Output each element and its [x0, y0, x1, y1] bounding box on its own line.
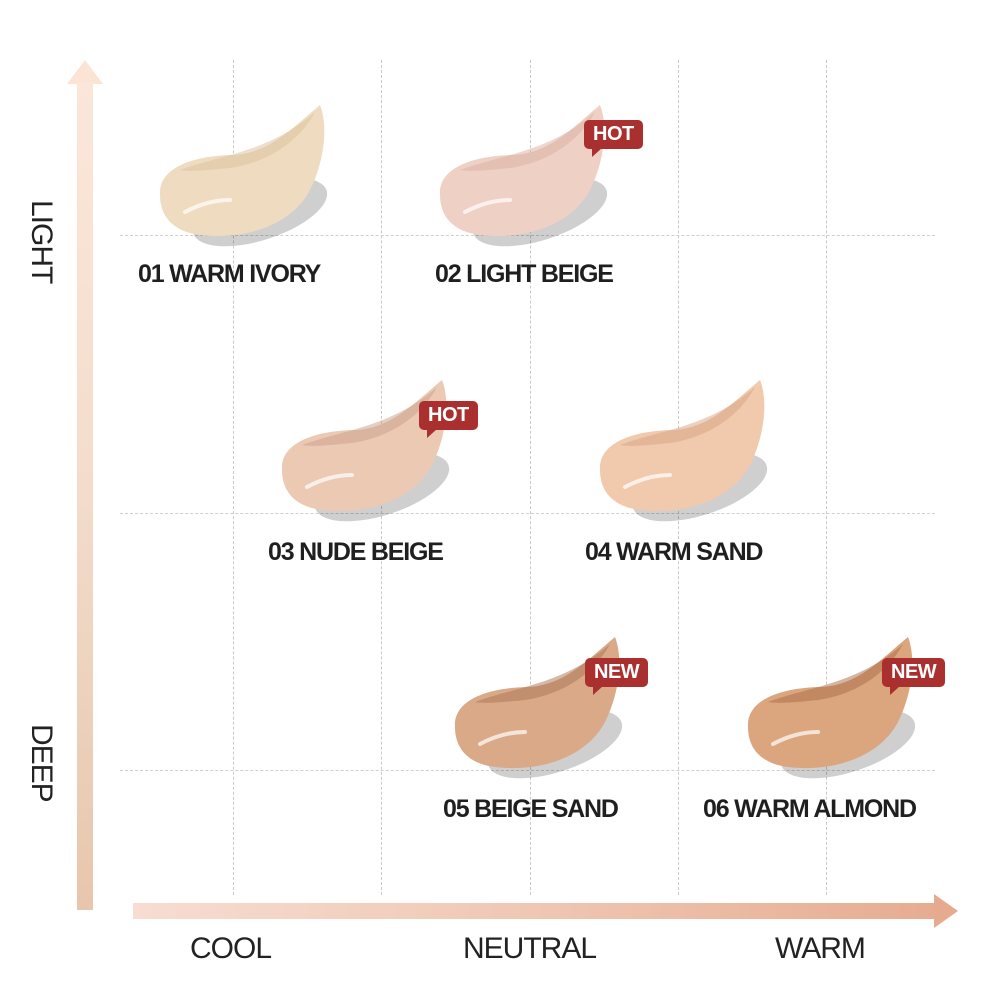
- cream-swatch-icon: [281, 380, 450, 522]
- grid-line-v1: [233, 60, 234, 895]
- cream-swatch-icon: [747, 637, 916, 779]
- swatch-04-warm-sand: [590, 375, 780, 525]
- swatch-03-nude-beige: [272, 375, 462, 525]
- grid-line-h2: [120, 513, 935, 514]
- grid-line-v5: [826, 60, 827, 895]
- grid-line-h1: [120, 235, 935, 236]
- x-axis: [133, 903, 938, 919]
- y-axis: [77, 82, 93, 910]
- grid-line-v3: [530, 60, 531, 895]
- cream-swatch-icon: [599, 380, 768, 522]
- x-axis-label-cool: COOL: [190, 932, 272, 965]
- hot-badge-02: HOT: [584, 120, 643, 157]
- cream-swatch-icon: [439, 105, 608, 247]
- shade-label-03: 03 NUDE BEIGE: [268, 538, 444, 566]
- shade-label-04: 04 WARM SAND: [585, 538, 763, 566]
- cream-swatch-icon: [454, 637, 623, 779]
- shade-label-05: 05 BEIGE SAND: [443, 795, 619, 823]
- swatch-06-warm-almond: [738, 632, 928, 782]
- x-axis-arrow-right-icon: [934, 894, 958, 928]
- shade-label-01: 01 WARM IVORY: [138, 260, 321, 288]
- grid-line-h3: [120, 770, 935, 771]
- new-badge-05: NEW: [585, 658, 649, 695]
- hot-badge-03: HOT: [419, 401, 478, 438]
- new-badge-06: NEW: [882, 658, 946, 695]
- swatch-05-beige-sand: [445, 632, 635, 782]
- shade-label-02: 02 LIGHT BEIGE: [435, 260, 614, 288]
- y-axis-arrow-up-icon: [67, 60, 103, 84]
- y-axis-label-light: LIGHT: [25, 200, 58, 284]
- y-axis-label-deep: DEEP: [25, 724, 58, 802]
- x-axis-label-warm: WARM: [775, 932, 866, 965]
- swatch-02-light-beige: [430, 100, 620, 250]
- shade-label-06: 06 WARM ALMOND: [703, 795, 917, 823]
- cream-swatch-icon: [159, 105, 328, 247]
- x-axis-label-neutral: NEUTRAL: [463, 932, 597, 965]
- swatch-01-warm-ivory: [150, 100, 340, 250]
